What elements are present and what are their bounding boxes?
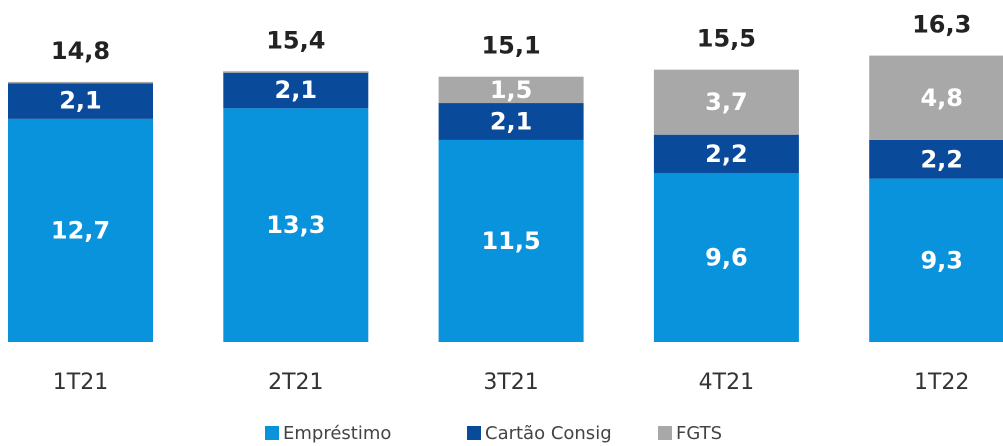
value-label: 9,6 — [705, 244, 748, 272]
value-label: 4,8 — [920, 84, 963, 112]
value-label: 9,3 — [920, 246, 963, 274]
bar-segment — [869, 139, 1003, 179]
bar-segment — [8, 118, 153, 343]
total-label: 15,5 — [697, 25, 756, 53]
bar-segment — [223, 71, 369, 73]
value-label: 2,2 — [920, 145, 963, 173]
legend-label: Empréstimo — [283, 423, 391, 444]
category-label: 1T22 — [914, 370, 969, 395]
value-label: 2,1 — [490, 107, 533, 135]
bar-segment — [223, 108, 369, 342]
value-label: 11,5 — [481, 227, 540, 255]
category-label: 4T21 — [699, 370, 754, 395]
value-label: 13,3 — [266, 211, 325, 239]
bar-segment — [869, 178, 1003, 342]
category-label: 3T21 — [483, 370, 538, 395]
bar-segment — [223, 71, 369, 109]
legend-label: Cartão Consig — [485, 423, 612, 444]
value-label: 1,5 — [490, 76, 533, 104]
legend-label: FGTS — [676, 423, 722, 444]
bar-segment — [653, 134, 799, 174]
total-label: 15,1 — [481, 32, 540, 60]
legend-swatch — [658, 426, 672, 440]
bar-segment — [438, 103, 584, 140]
bar-segment — [869, 55, 1003, 140]
category-label: 2T21 — [268, 370, 323, 395]
total-label: 16,3 — [912, 11, 971, 39]
bar-segment — [653, 173, 799, 342]
legend-swatch — [467, 426, 481, 440]
value-label: 12,7 — [51, 216, 110, 244]
category-label: 1T21 — [53, 370, 108, 395]
legend-swatch — [265, 426, 279, 440]
bar-segment — [653, 69, 799, 135]
value-label: 2,2 — [705, 140, 748, 168]
bar-segment — [8, 81, 153, 84]
bar-segment — [8, 81, 153, 119]
bar-segment — [438, 76, 584, 104]
total-label: 14,8 — [51, 37, 110, 65]
bar-segment — [438, 139, 584, 342]
total-label: 15,4 — [266, 26, 325, 54]
value-label: 3,7 — [705, 88, 748, 116]
value-label: 2,1 — [59, 86, 102, 114]
value-label: 2,1 — [275, 76, 318, 104]
